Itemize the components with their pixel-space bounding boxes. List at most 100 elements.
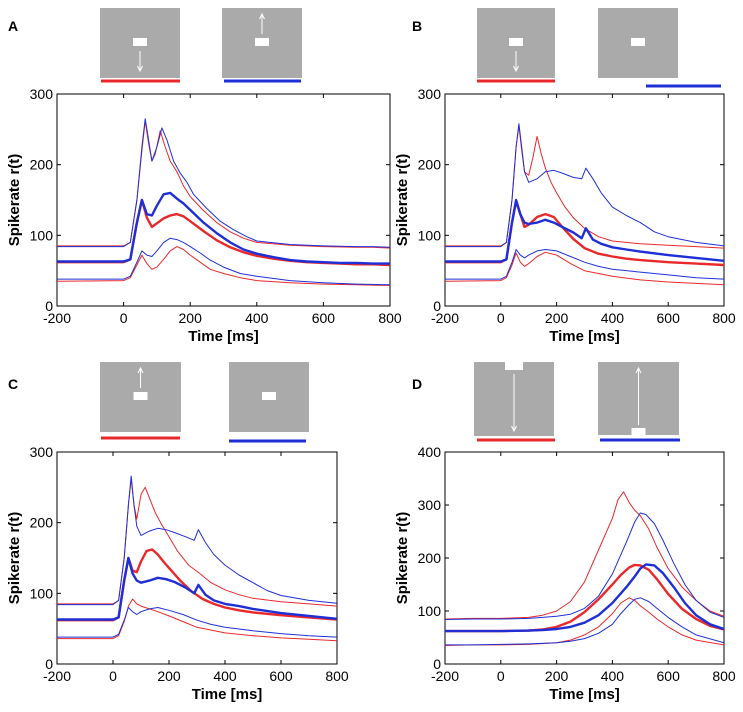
series-line-red-upper — [57, 120, 390, 249]
series-line-red-lower — [445, 251, 724, 286]
stimulus-schematic — [474, 362, 555, 442]
y-tick-label: 200 — [418, 550, 442, 566]
x-tick-label: 200 — [157, 668, 181, 684]
x-axis-label: Time [ms] — [192, 686, 263, 703]
x-tick-label: 800 — [378, 310, 402, 326]
y-tick-label: 200 — [418, 157, 442, 173]
panel-letter: B — [412, 18, 422, 34]
arrow-head — [511, 425, 517, 433]
series-line-red-mean — [57, 198, 390, 267]
series-line-blue-lower — [445, 597, 724, 646]
y-tick-label: 0 — [433, 656, 441, 672]
x-tick-label: 0 — [497, 668, 505, 684]
x-tick-label: 600 — [269, 668, 293, 684]
x-tick-label: 400 — [213, 668, 237, 684]
x-tick-label: 600 — [657, 668, 681, 684]
series-line-red-mean — [57, 548, 337, 622]
x-tick-label: 600 — [657, 310, 681, 326]
axes-box — [56, 451, 338, 665]
stimulus-schematic — [229, 362, 309, 443]
y-tick-label: 100 — [30, 227, 54, 243]
series-line-blue-lower — [57, 607, 337, 638]
x-tick-label: 0 — [109, 668, 117, 684]
series-line-red-lower — [57, 246, 390, 286]
series-line-blue-mean — [445, 198, 724, 263]
x-tick-label: 400 — [245, 310, 269, 326]
stimulus-schematic — [598, 8, 721, 88]
y-tick-label: 0 — [433, 298, 441, 314]
target-rect — [631, 38, 645, 46]
x-tick-label: 800 — [712, 668, 736, 684]
series-line-blue-mean — [445, 563, 724, 633]
y-tick-label: 200 — [30, 157, 54, 173]
series-line-blue-upper — [57, 118, 390, 248]
x-tick-label: 200 — [545, 310, 569, 326]
y-axis-label: Spikerate r(t) — [6, 154, 23, 247]
series-line-blue-upper — [57, 475, 337, 606]
arrow-head — [137, 366, 144, 374]
series-line-red-lower — [57, 598, 337, 642]
y-tick-label: 300 — [418, 497, 442, 513]
target-rect — [631, 428, 646, 435]
series-group — [445, 491, 724, 646]
axes-box — [444, 93, 725, 307]
y-axis-label: Spikerate r(t) — [394, 512, 411, 605]
y-axis-label: Spikerate r(t) — [6, 512, 23, 605]
y-tick-label: 100 — [418, 227, 442, 243]
series-line-blue-upper — [445, 512, 724, 620]
x-tick-label: 0 — [120, 310, 128, 326]
x-tick-label: 0 — [497, 310, 505, 326]
x-tick-label: -200 — [43, 310, 71, 326]
series-line-blue-lower — [445, 249, 724, 280]
x-tick-label: -200 — [431, 310, 459, 326]
series-group — [57, 118, 390, 286]
series-line-blue-mean — [57, 556, 337, 621]
x-tick-label: 400 — [601, 310, 625, 326]
x-tick-label: 600 — [312, 310, 336, 326]
panel-letter: D — [412, 376, 422, 392]
y-tick-label: 300 — [30, 444, 54, 460]
x-axis-label: Time [ms] — [188, 328, 259, 345]
series-line-red-upper — [445, 491, 724, 620]
x-tick-label: -200 — [431, 668, 459, 684]
y-tick-label: 100 — [418, 603, 442, 619]
y-tick-label: 300 — [30, 86, 54, 102]
axes-box — [56, 93, 391, 307]
x-tick-label: 200 — [179, 310, 203, 326]
target-rect — [133, 392, 148, 400]
y-axis-label: Spikerate r(t) — [394, 154, 411, 247]
x-tick-label: 800 — [712, 310, 736, 326]
x-axis-label: Time [ms] — [549, 686, 620, 703]
arrow-head — [259, 12, 265, 20]
x-axis-label: Time [ms] — [549, 328, 620, 345]
target-rect — [262, 392, 276, 400]
y-tick-label: 300 — [418, 86, 442, 102]
series-line-blue-mean — [57, 191, 390, 265]
stimulus-schematic — [477, 8, 555, 83]
target-rect — [255, 38, 269, 46]
arrow-head — [137, 65, 143, 73]
stimulus-schematic — [100, 8, 180, 83]
stimulus-schematic — [222, 8, 302, 83]
target-rect — [509, 38, 523, 46]
stimulus-schematic — [598, 362, 680, 442]
panel-letter: C — [8, 376, 18, 392]
arrow-head — [635, 366, 642, 374]
x-tick-label: 200 — [545, 668, 569, 684]
y-tick-label: 0 — [45, 656, 53, 672]
x-tick-label: -200 — [43, 668, 71, 684]
series-group — [445, 123, 724, 286]
y-tick-label: 100 — [30, 585, 54, 601]
series-group — [57, 475, 337, 642]
x-tick-label: 800 — [325, 668, 349, 684]
y-tick-label: 200 — [30, 515, 54, 531]
target-rect — [133, 38, 147, 46]
y-tick-label: 0 — [45, 298, 53, 314]
arrow-head — [513, 65, 519, 73]
stimulus-schematic — [100, 362, 181, 440]
panel-letter: A — [8, 18, 18, 34]
